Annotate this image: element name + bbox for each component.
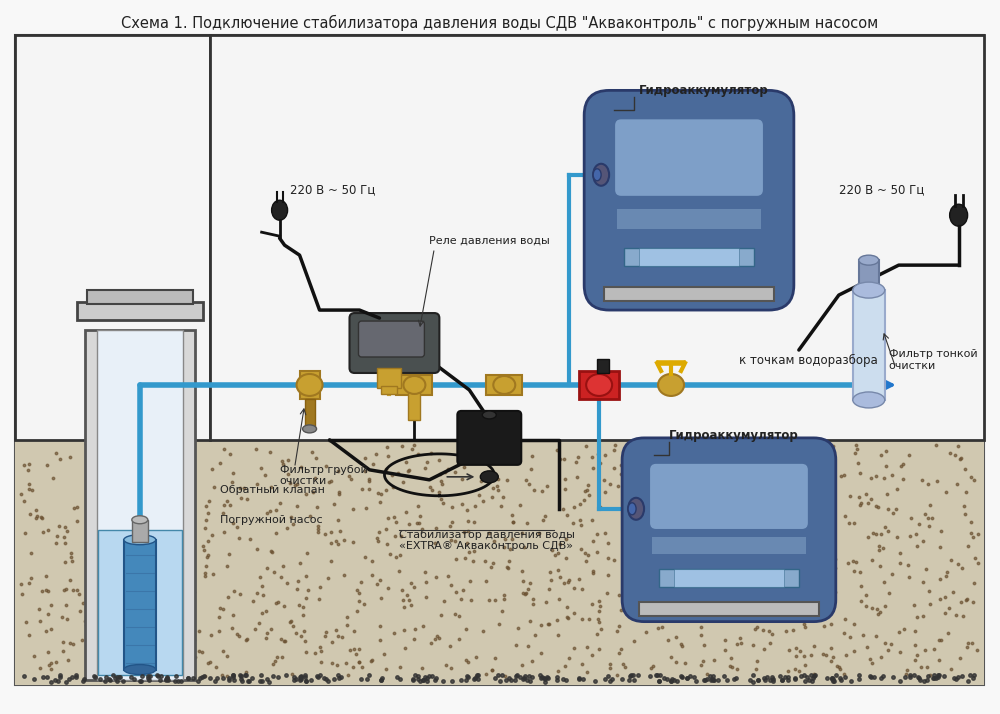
Text: Фильтр грубой
очистки: Фильтр грубой очистки [280,465,367,486]
Ellipse shape [403,376,425,394]
Ellipse shape [950,204,968,226]
Text: Обратный клапан: Обратный клапан [220,485,325,495]
FancyBboxPatch shape [358,321,424,357]
Ellipse shape [853,282,885,298]
Bar [85,330,195,680]
Text: Реле давления воды: Реле давления воды [429,235,550,245]
Text: Гидроаккумулятор: Гидроаккумулятор [669,429,799,442]
Bar [77,302,203,320]
Ellipse shape [586,374,612,396]
Bar [408,380,420,420]
Ellipse shape [132,516,148,524]
Bar [853,290,885,400]
Bar [210,36,984,440]
FancyBboxPatch shape [350,313,439,373]
Ellipse shape [593,169,601,181]
Ellipse shape [480,471,498,483]
Bar [652,537,806,553]
Ellipse shape [297,374,323,396]
FancyBboxPatch shape [457,411,521,465]
Ellipse shape [124,535,156,545]
Text: Стабилизатор давления воды
«EXTRA® Акваконтроль СДВ»: Стабилизатор давления воды «EXTRA® Аквак… [399,530,575,551]
Ellipse shape [493,376,515,394]
Ellipse shape [628,503,636,515]
Ellipse shape [593,164,609,186]
Bar [377,368,401,388]
FancyBboxPatch shape [650,464,808,529]
Bar [300,371,320,399]
Bar [639,602,819,615]
Bar [597,359,609,373]
Bar [132,520,148,542]
Bar [639,248,739,266]
Text: 220 В ~ 50 Гц: 220 В ~ 50 Гц [290,183,375,197]
Bar [305,399,315,429]
Ellipse shape [482,411,496,419]
Bar [624,248,754,266]
Bar [124,540,156,670]
Bar [97,330,183,680]
Bar [381,386,397,394]
Bar [617,208,761,229]
Bar [579,371,619,399]
Bar [859,260,879,292]
Bar [659,569,799,587]
Ellipse shape [272,200,288,220]
Ellipse shape [853,392,885,408]
Ellipse shape [124,665,156,675]
Bar [486,375,522,395]
Bar [674,569,784,587]
Text: Фильтр тонкой
очистки: Фильтр тонкой очистки [889,349,977,371]
Ellipse shape [859,255,879,265]
Ellipse shape [658,374,684,396]
Text: к точкам водоразбора: к точкам водоразбора [739,353,878,366]
Bar [15,440,984,685]
Ellipse shape [303,425,317,433]
FancyBboxPatch shape [622,438,836,622]
Bar [604,287,774,301]
Bar [98,530,182,675]
Text: Схема 1. Подключение стабилизатора давления воды СДВ "Акваконтроль" с погружным : Схема 1. Подключение стабилизатора давле… [121,14,878,31]
FancyBboxPatch shape [615,119,763,196]
FancyBboxPatch shape [584,91,794,310]
Ellipse shape [628,498,644,520]
Bar [15,36,210,440]
Bar [87,290,193,304]
Text: 220 В ~ 50 Гц: 220 В ~ 50 Гц [839,183,924,197]
Text: Погружной насос: Погружной насос [220,515,322,525]
Bar [396,375,432,395]
Text: Гидроаккумулятор: Гидроаккумулятор [639,84,769,97]
